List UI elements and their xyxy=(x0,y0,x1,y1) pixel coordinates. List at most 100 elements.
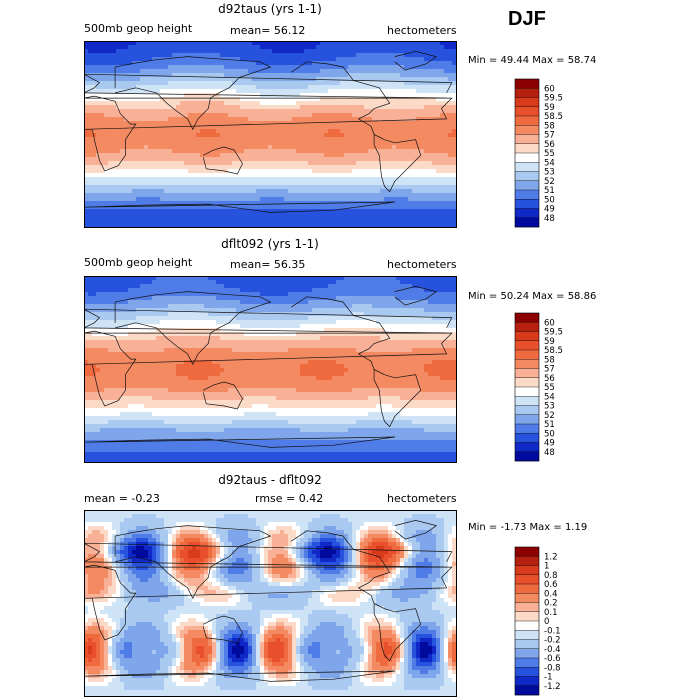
panel-2-minmax: Min = 50.24 Max = 58.86 xyxy=(468,291,597,302)
panel-2-mean: mean= 56.35 xyxy=(230,258,306,271)
panel-1-variable: 500mb geop height xyxy=(84,22,193,35)
panel-3-units: hectometers xyxy=(387,492,457,505)
colorbar-tick-label: 0.4 xyxy=(544,589,558,599)
coastline xyxy=(291,61,391,135)
coastline xyxy=(373,369,422,428)
colorbar-tick-label: 50 xyxy=(544,195,555,205)
colorbar-tick-label: 60 xyxy=(544,318,555,328)
coastline xyxy=(84,308,453,334)
panel-3-minmax: Min = -1.73 Max = 1.19 xyxy=(468,522,588,533)
coastline xyxy=(373,603,422,662)
colorbar-swatch xyxy=(515,387,539,397)
coastline xyxy=(114,525,272,600)
colorbar-swatch xyxy=(515,658,539,668)
panel-3-colorbar: 1.210.80.60.40.20.10-0.1-0.2-0.4-0.6-0.8… xyxy=(514,546,561,696)
colorbar-swatch xyxy=(515,106,539,117)
colorbar-tick-label: 55 xyxy=(544,149,555,159)
colorbar-swatch xyxy=(515,97,539,108)
coastline xyxy=(84,436,395,448)
colorbar-tick-label: 58 xyxy=(544,121,555,131)
colorbar-tick-label: 53 xyxy=(544,168,555,178)
colorbar-tick-label: 59.5 xyxy=(544,94,563,104)
colorbar-swatch xyxy=(515,593,539,603)
panel-3-title: d92taus - dflt092 xyxy=(218,473,322,487)
colorbar-swatch xyxy=(515,180,539,191)
colorbar-swatch xyxy=(515,217,539,228)
colorbar-tick-label: 58.5 xyxy=(544,346,563,356)
colorbar-swatch xyxy=(515,414,539,425)
colorbar-swatch xyxy=(515,451,539,462)
colorbar-swatch xyxy=(515,667,539,677)
panel-1-title: d92taus (yrs 1-1) xyxy=(218,2,322,16)
colorbar-tick-label: 0.6 xyxy=(544,580,558,590)
colorbar-tick-label: 50 xyxy=(544,429,555,439)
colorbar-swatch xyxy=(515,171,539,182)
season-label: DJF xyxy=(508,8,546,30)
colorbar-tick-label: 51 xyxy=(544,420,555,430)
colorbar-tick-label: 57 xyxy=(544,131,555,141)
coastline xyxy=(394,51,438,71)
colorbar-tick-label: 0.2 xyxy=(544,599,558,609)
colorbar-tick-label: -1.2 xyxy=(544,682,561,692)
panel-3-map xyxy=(84,510,457,697)
colorbar-swatch xyxy=(515,396,539,406)
coastline xyxy=(114,56,272,131)
colorbar-swatch xyxy=(515,424,539,434)
colorbar-tick-label: 57 xyxy=(544,365,555,375)
colorbar-tick-label: -0.4 xyxy=(544,645,561,655)
coastline xyxy=(373,134,422,193)
colorbar-tick-label: 0.8 xyxy=(544,571,558,581)
colorbar-swatch xyxy=(515,88,539,98)
colorbar-tick-label: -0.2 xyxy=(544,636,561,646)
colorbar-tick-label: 0.1 xyxy=(544,608,558,618)
colorbar-tick-label: 58.5 xyxy=(544,112,563,122)
colorbar-swatch xyxy=(515,143,539,154)
coastline xyxy=(394,286,438,306)
colorbar-swatch xyxy=(515,116,539,126)
colorbar-tick-label: 56 xyxy=(544,140,555,150)
panel-3-mean: mean = -0.23 xyxy=(84,492,160,505)
colorbar-swatch xyxy=(515,611,539,622)
colorbar-tick-label: -0.6 xyxy=(544,654,561,664)
colorbar-tick-label: -0.8 xyxy=(544,663,561,673)
colorbar-swatch xyxy=(515,153,539,163)
colorbar-tick-label: 55 xyxy=(544,383,555,393)
panel-1-minmax: Min = 49.44 Max = 58.74 xyxy=(468,55,597,66)
colorbar-swatch xyxy=(515,134,539,145)
colorbar-swatch xyxy=(515,584,539,594)
colorbar-swatch xyxy=(515,621,539,631)
colorbar-swatch xyxy=(515,639,539,650)
panel-2-map xyxy=(84,276,457,463)
coastline xyxy=(84,670,395,682)
colorbar-tick-label: -1 xyxy=(544,673,552,683)
colorbar-tick-label: 52 xyxy=(544,177,555,187)
colorbar-tick-label: 59 xyxy=(544,337,555,347)
colorbar-swatch xyxy=(515,556,539,566)
colorbar-swatch xyxy=(515,602,539,613)
colorbar-swatch xyxy=(515,199,539,209)
coastline xyxy=(84,95,453,172)
colorbar-swatch xyxy=(515,331,539,342)
colorbar-tick-label: 60 xyxy=(544,84,555,94)
colorbar-tick-label: 1 xyxy=(544,562,549,572)
colorbar-tick-label: 58 xyxy=(544,355,555,365)
panel-1-map xyxy=(84,41,457,228)
colorbar-swatch xyxy=(515,190,539,200)
coastline xyxy=(114,291,272,366)
colorbar-swatch xyxy=(515,208,539,219)
colorbar-tick-label: 54 xyxy=(544,392,555,402)
coastline xyxy=(84,201,395,213)
panel-2-title: dflt092 (yrs 1-1) xyxy=(221,237,319,251)
coastline xyxy=(84,73,453,99)
colorbar-swatch xyxy=(515,322,539,332)
colorbar-swatch xyxy=(515,359,539,369)
coastline xyxy=(202,146,243,175)
panel-1-units: hectometers xyxy=(387,24,457,37)
coastline xyxy=(394,520,438,540)
colorbar-swatch xyxy=(515,340,539,351)
colorbar-swatch xyxy=(515,125,539,135)
colorbar-swatch xyxy=(515,685,539,696)
colorbar-swatch xyxy=(515,574,539,585)
